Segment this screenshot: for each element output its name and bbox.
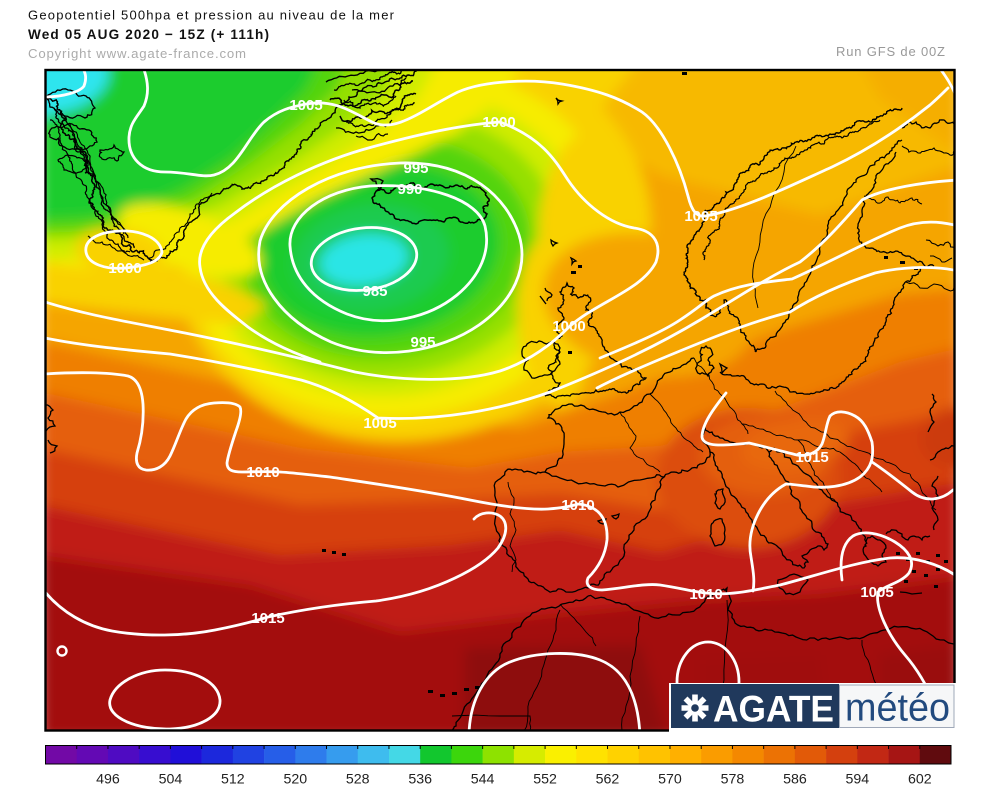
svg-text:578: 578 [721, 772, 745, 788]
svg-text:1010: 1010 [689, 586, 722, 603]
svg-text:520: 520 [283, 772, 307, 788]
svg-text:570: 570 [658, 772, 682, 788]
svg-text:562: 562 [596, 772, 620, 788]
svg-text:Run GFS de 00Z: Run GFS de 00Z [836, 44, 945, 59]
svg-text:météo: météo [845, 686, 950, 729]
svg-text:985: 985 [362, 283, 387, 300]
svg-text:1005: 1005 [860, 584, 893, 601]
svg-text:1000: 1000 [108, 260, 141, 277]
svg-text:552: 552 [533, 772, 557, 788]
svg-text:586: 586 [783, 772, 807, 788]
svg-text:1005: 1005 [684, 208, 717, 225]
svg-text:AGATE: AGATE [713, 689, 834, 730]
svg-text:496: 496 [96, 772, 120, 788]
svg-text:Geopotentiel 500hpa et pressio: Geopotentiel 500hpa et pression au nivea… [28, 8, 395, 23]
svg-text:990: 990 [397, 181, 422, 198]
svg-text:995: 995 [403, 160, 428, 177]
svg-text:Wed 05 AUG 2020 − 15Z (+ 111h): Wed 05 AUG 2020 − 15Z (+ 111h) [28, 27, 269, 42]
svg-text:1005: 1005 [363, 415, 396, 432]
svg-text:1010: 1010 [561, 497, 594, 514]
svg-text:544: 544 [471, 772, 495, 788]
svg-text:995: 995 [410, 334, 435, 351]
svg-text:528: 528 [346, 772, 370, 788]
svg-text:1005: 1005 [289, 97, 322, 114]
svg-text:602: 602 [908, 772, 932, 788]
svg-text:1015: 1015 [795, 449, 828, 466]
svg-text:1010: 1010 [246, 464, 279, 481]
svg-text:Copyright www.agate-france.com: Copyright www.agate-france.com [28, 46, 246, 61]
svg-text:512: 512 [221, 772, 245, 788]
svg-text:1000: 1000 [482, 114, 515, 131]
svg-text:594: 594 [845, 772, 869, 788]
svg-text:504: 504 [159, 772, 183, 788]
svg-text:1000: 1000 [552, 318, 585, 335]
svg-text:1015: 1015 [251, 610, 284, 627]
svg-text:536: 536 [408, 772, 432, 788]
